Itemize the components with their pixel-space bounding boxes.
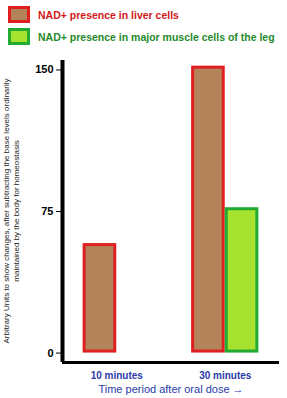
svg-text:0: 0: [47, 347, 53, 359]
html-text:NAD+ presence in major muscle: NAD+ presence in major muscle cells of t…: [38, 30, 275, 43]
svg-text:Time period after oral dose →: Time period after oral dose →: [98, 383, 243, 395]
svg-text:30 minutes: 30 minutes: [199, 370, 252, 381]
svg-text:75: 75: [41, 205, 53, 217]
svg-text:10 minutes: 10 minutes: [91, 370, 144, 381]
html-text:Arbitrary Units to show change: Arbitrary Units to show changes, after s…: [2, 78, 21, 344]
svg-text:150: 150: [35, 63, 53, 75]
html-text:NAD+ presence in liver cells: NAD+ presence in liver cells: [38, 8, 179, 21]
